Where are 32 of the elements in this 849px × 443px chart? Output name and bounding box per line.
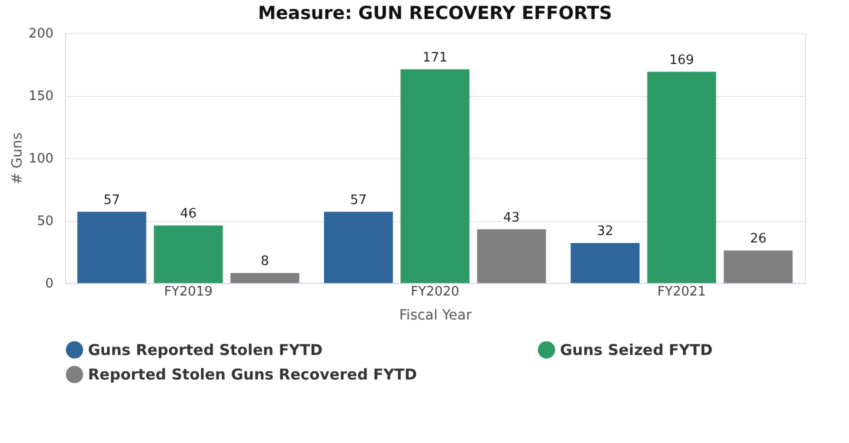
y-tick-label: 0	[45, 276, 54, 292]
x-tick-label: FY2019	[164, 284, 213, 300]
y-tick-label: 200	[28, 26, 54, 42]
data-label: 57	[104, 192, 120, 208]
x-tick-label: FY2021	[657, 284, 706, 300]
legend-label: Reported Stolen Guns Recovered FYTD	[88, 366, 417, 384]
legend-label: Guns Seized FYTD	[560, 340, 713, 359]
data-label: 26	[750, 232, 766, 246]
data-label: 46	[180, 206, 197, 222]
data-label: 32	[596, 224, 614, 239]
data-label: 43	[503, 210, 520, 226]
bar	[154, 226, 223, 283]
y-tick-label: 50	[36, 214, 54, 229]
data-label: 171	[422, 50, 448, 66]
bar	[570, 243, 640, 283]
bar	[477, 229, 546, 283]
data-label: 8	[260, 254, 270, 269]
bar	[400, 69, 470, 283]
bar	[230, 273, 300, 283]
bar	[724, 250, 793, 283]
y-tick-label: 100	[28, 152, 54, 166]
x-axis-title: Fiscal Year	[399, 308, 472, 324]
bar	[77, 212, 146, 283]
bar	[324, 212, 393, 283]
data-label: 57	[350, 192, 367, 208]
y-tick-label: 150	[28, 89, 54, 104]
legend-label: Guns Reported Stolen FYTD	[88, 340, 323, 359]
data-label: 169	[669, 52, 694, 68]
y-axis-title: # Guns	[10, 132, 26, 185]
bar	[647, 72, 716, 283]
chart-title: Measure: GUN RECOVERY EFFORTS	[258, 3, 612, 24]
x-tick-label: FY2020	[410, 284, 460, 300]
